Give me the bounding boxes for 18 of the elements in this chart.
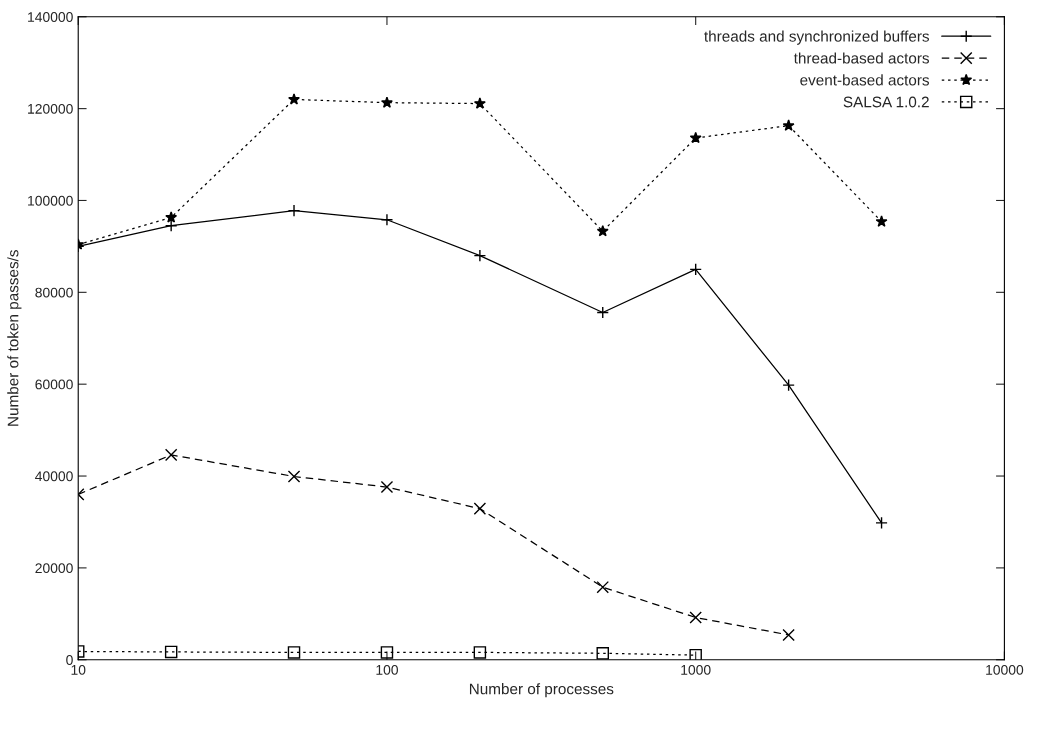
y-tick-label: 20000 (35, 563, 73, 574)
y-tick-label: 120000 (28, 103, 73, 114)
y-tick-label: 140000 (28, 12, 73, 22)
legend-label: threads and synchronized buffers (704, 30, 930, 45)
y-tick-label: 60000 (35, 379, 73, 390)
x-tick-label: 100 (376, 664, 398, 675)
y-tick-label: 40000 (35, 471, 73, 482)
legend-label: thread-based actors (793, 52, 930, 64)
x-tick-label: 1000 (681, 664, 711, 675)
x-axis-title: Number of processes (469, 683, 614, 698)
x-tick-label: 10000 (986, 664, 1024, 675)
y-axis-title: Number of token passes/s (7, 250, 22, 426)
legend-label: SALSA 1.0.2 (843, 96, 929, 108)
y-tick-label: 80000 (35, 287, 73, 298)
y-tick-label: 100000 (28, 195, 73, 206)
y-tick-label: 0 (66, 655, 73, 665)
legend-label: event-based actors (800, 74, 930, 86)
x-tick-label: 10 (71, 664, 86, 675)
